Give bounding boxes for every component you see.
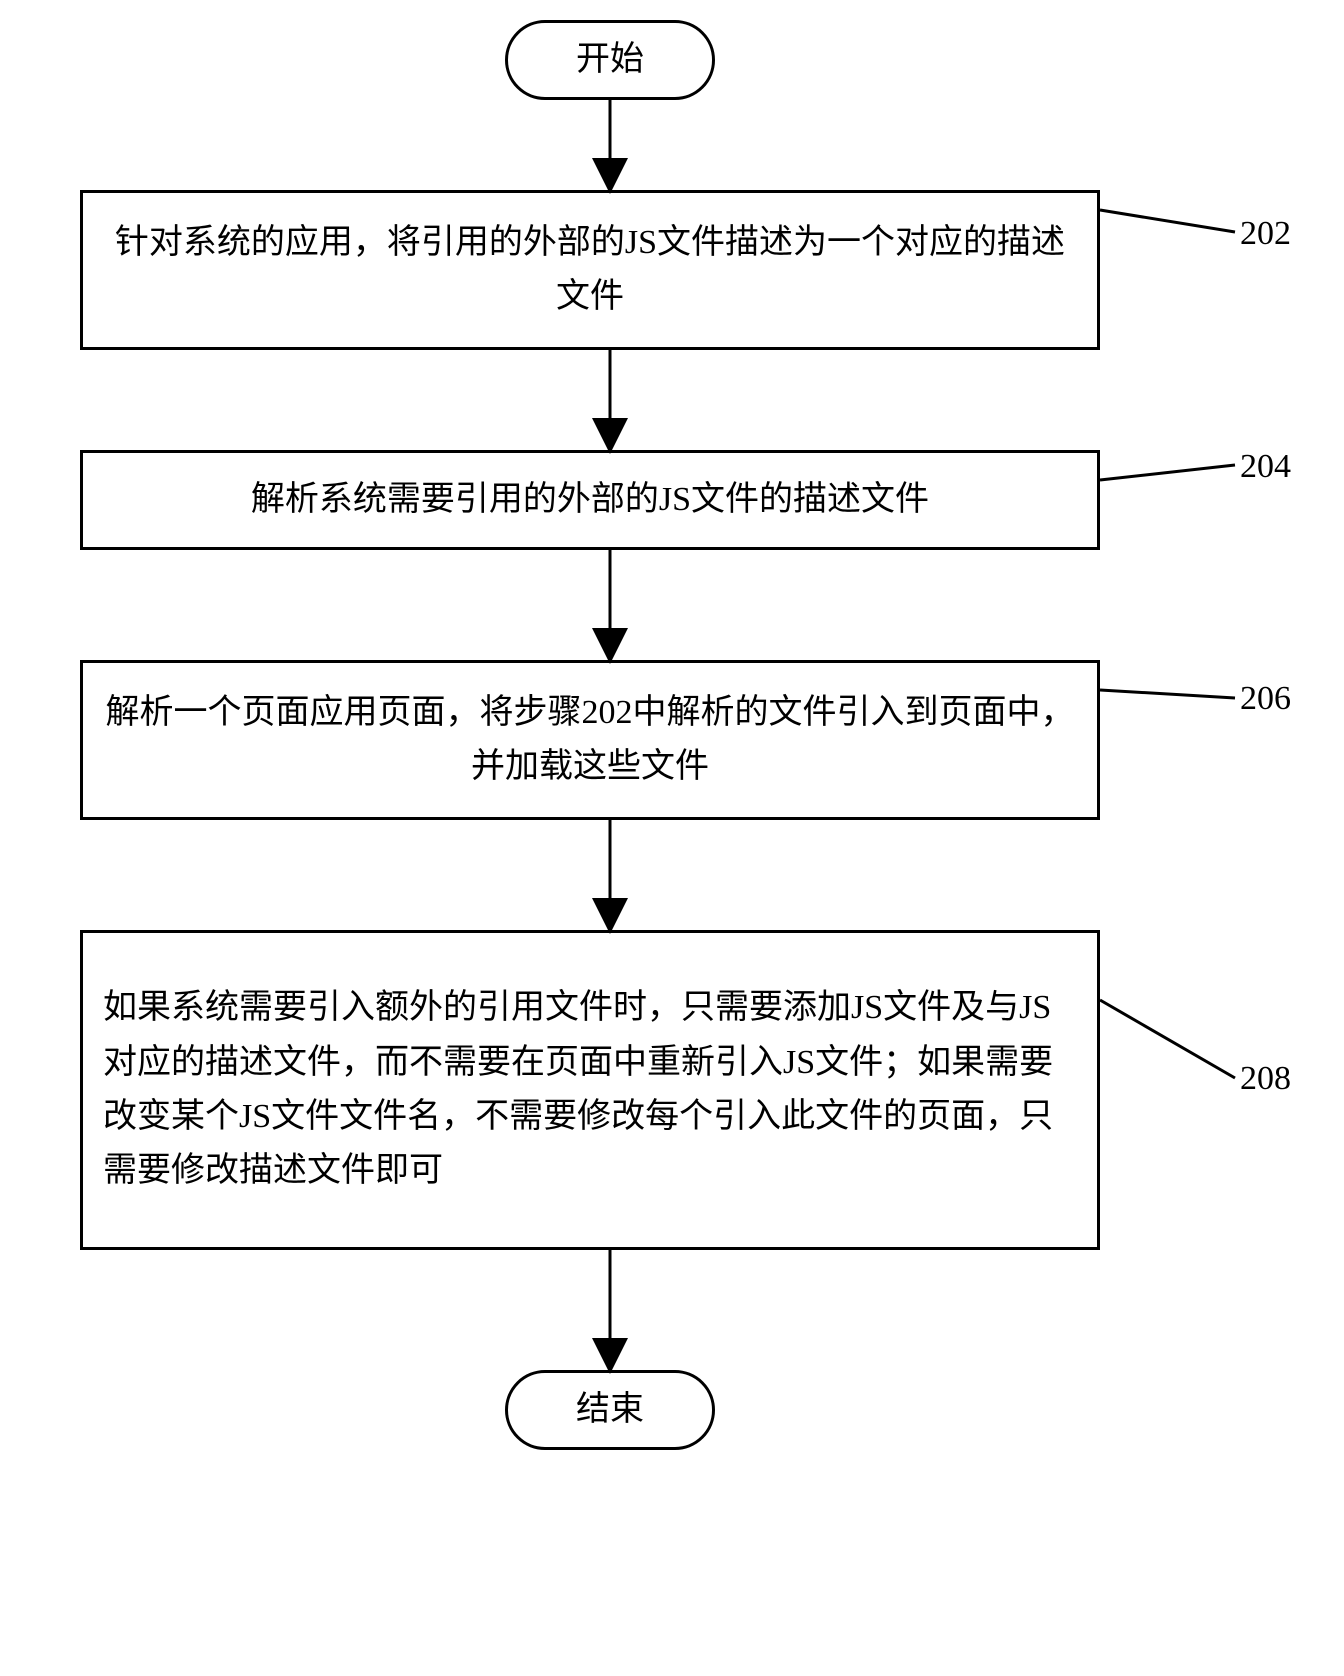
flowchart-canvas: 开始 针对系统的应用，将引用的外部的JS文件描述为一个对应的描述文件 解析系统需… — [0, 0, 1344, 1676]
arrow-start-to-202 — [0, 0, 1344, 1676]
